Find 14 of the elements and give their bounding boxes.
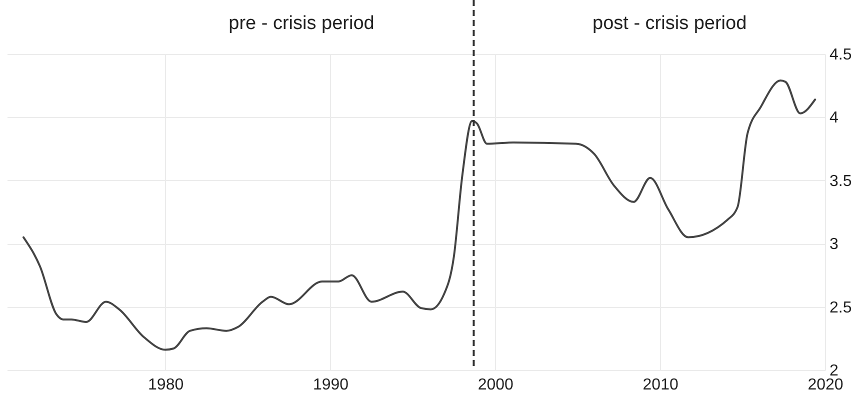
- y-tick-label: 2: [830, 362, 838, 380]
- y-tick-label: 3.5: [830, 172, 852, 190]
- y-tick-label: 3: [830, 236, 838, 254]
- x-tick-label: 1980: [148, 376, 184, 394]
- y-tick-label: 4.5: [830, 46, 852, 64]
- y-tick-label: 2.5: [830, 299, 852, 316]
- x-tick-label: 2000: [478, 376, 514, 394]
- x-tick-label: 2010: [642, 376, 678, 394]
- text: pre - crisis period: [228, 13, 374, 34]
- x-tick-label: 1990: [312, 376, 349, 394]
- text: post - crisis period: [592, 13, 747, 34]
- x-tick-label: 2020: [808, 376, 844, 394]
- y-tick-label: 4: [830, 110, 838, 127]
- line-series: [22, 80, 816, 351]
